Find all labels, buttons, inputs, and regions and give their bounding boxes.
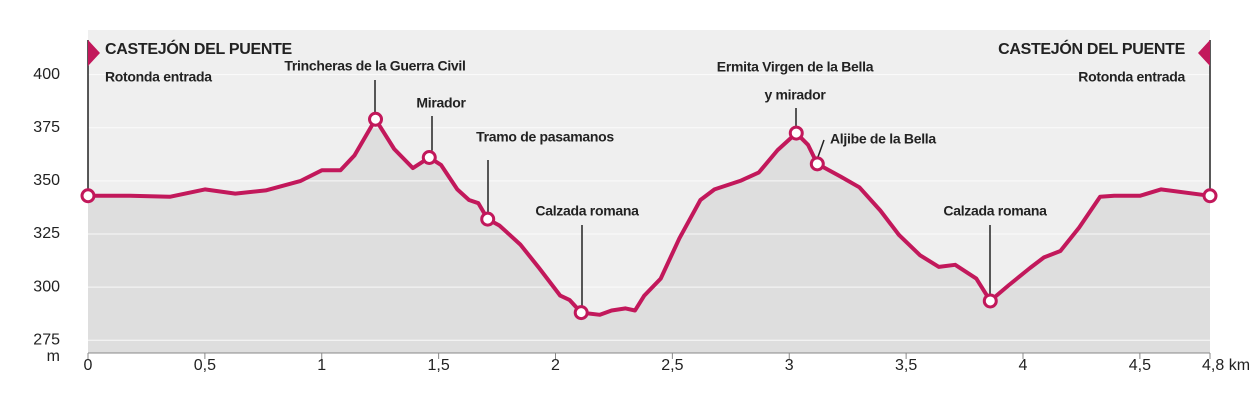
poi-marker: [788, 125, 804, 141]
poi-label: CASTEJÓN DEL PUENTE: [105, 39, 293, 58]
y-tick-label: 400: [33, 66, 60, 83]
elevation-area: [88, 119, 1210, 353]
poi-marker: [80, 188, 96, 204]
x-tick-label: 4,5: [1129, 357, 1151, 374]
x-tick-label: 3,5: [895, 357, 917, 374]
poi-label: Trincheras de la Guerra Civil: [284, 58, 465, 74]
x-tick-label: 1: [317, 357, 326, 374]
y-tick-label: 325: [33, 225, 60, 242]
poi-label: Tramo de pasamanos: [476, 129, 614, 145]
poi-marker: [573, 305, 589, 321]
poi-label: y mirador: [764, 87, 826, 103]
y-tick-label: 275: [33, 331, 60, 348]
x-tick-label: 1,5: [428, 357, 450, 374]
elevation-line: [88, 117, 1211, 317]
x-tick-label: 3: [785, 357, 794, 374]
flag: [1198, 40, 1210, 66]
poi-label: CASTEJÓN DEL PUENTE: [998, 39, 1186, 58]
poi-label: Rotonda entrada: [105, 69, 212, 85]
poi-label: Ermita Virgen de la Bella: [717, 59, 874, 75]
x-tick-label: 4,8 km: [1202, 357, 1250, 374]
x-tick-label: 2,5: [661, 357, 683, 374]
poi-marker: [480, 211, 496, 227]
poi-marker: [421, 150, 437, 165]
poi-label: Mirador: [416, 95, 466, 111]
poi-label: Rotonda entrada: [1078, 69, 1185, 85]
y-tick-label: 350: [33, 172, 60, 189]
flag: [88, 40, 100, 66]
poi-marker: [368, 111, 384, 127]
leader-line: [817, 139, 825, 158]
poi-marker: [982, 293, 998, 309]
x-tick-label: 0,5: [194, 357, 216, 374]
poi-marker: [809, 156, 825, 172]
y-tick-label: 375: [33, 119, 60, 136]
poi-label: Aljibe de la Bella: [830, 131, 936, 147]
poi-label: Calzada romana: [943, 203, 1047, 219]
x-tick-label: 4: [1019, 357, 1028, 374]
poi-label: Calzada romana: [535, 203, 639, 219]
x-tick-label: 0: [84, 357, 93, 374]
x-tick-label: 2: [551, 357, 560, 374]
y-unit: m: [47, 348, 60, 365]
poi-marker: [1202, 188, 1218, 204]
y-tick-label: 300: [33, 278, 60, 295]
